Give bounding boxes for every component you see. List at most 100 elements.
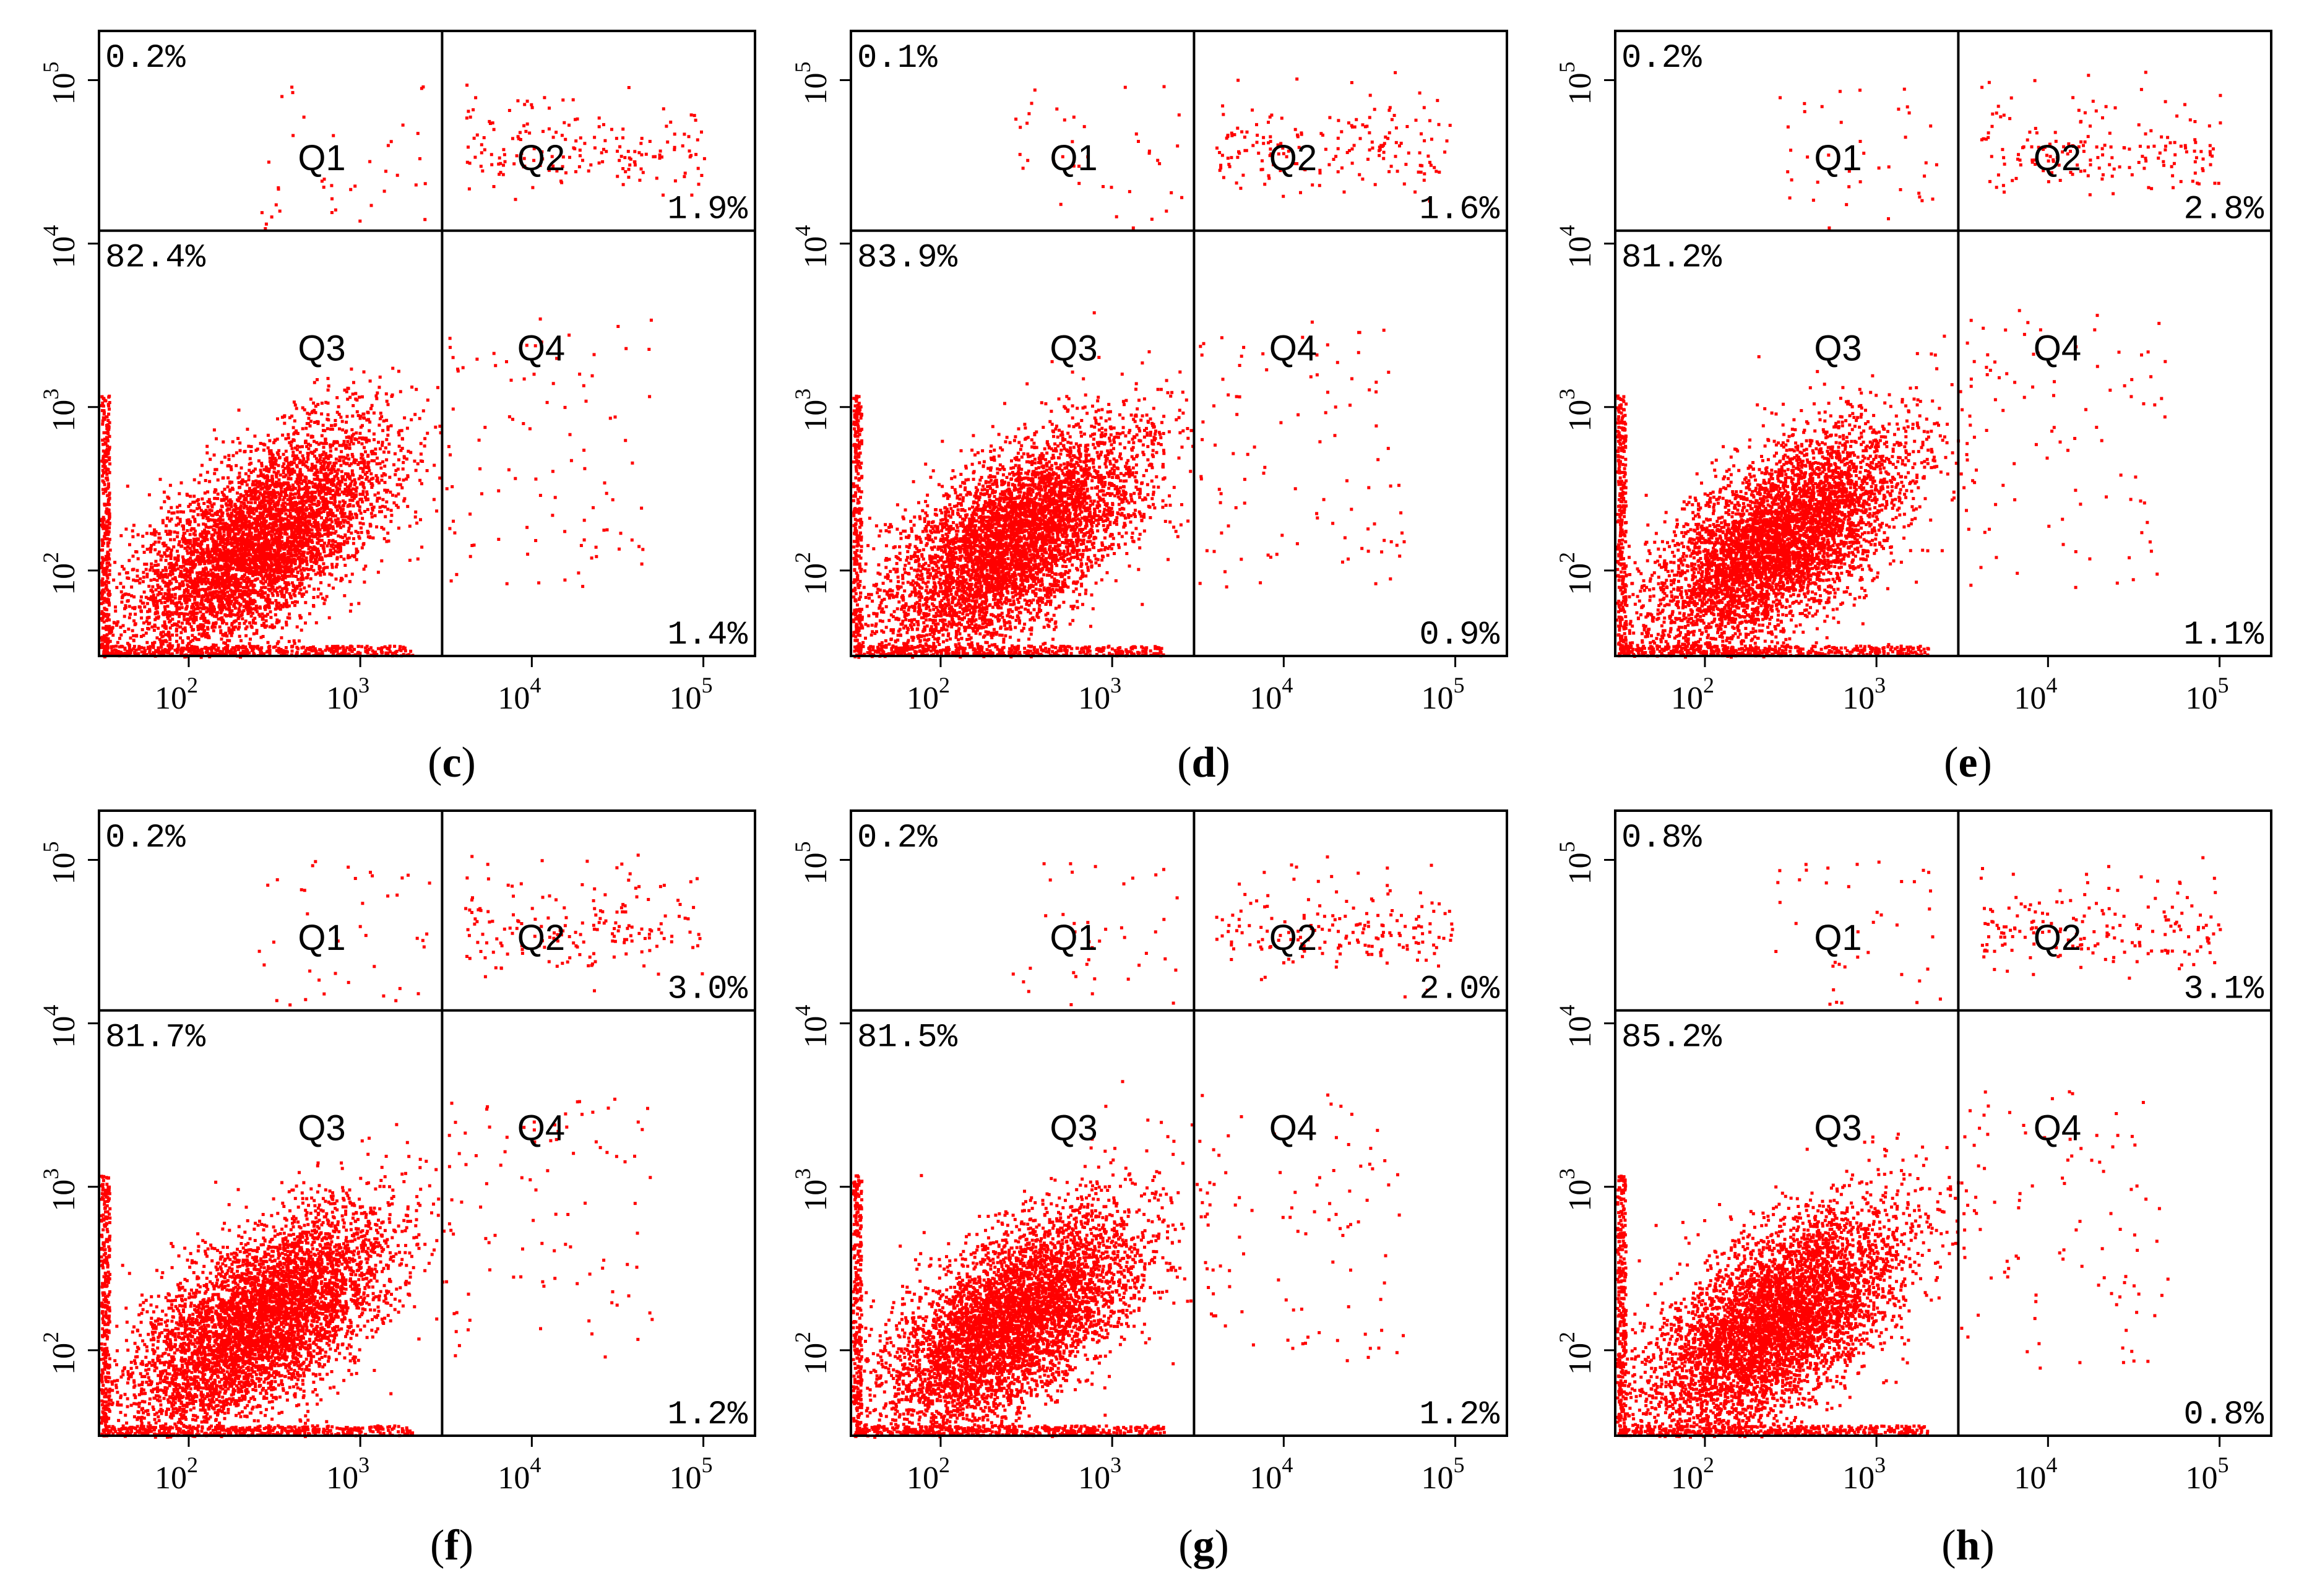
y-tick-label: 105: [38, 842, 82, 885]
quadrant-label-q1: Q1: [1814, 918, 1862, 958]
q4-percent: 0.9%: [1419, 616, 1499, 654]
y-tick-label: 104: [1555, 225, 1598, 269]
x-tick-label: 105: [670, 673, 713, 716]
x-tick-label: 105: [670, 1452, 713, 1496]
x-tick-label: 104: [1249, 673, 1293, 716]
panel-d: 102 103 104 105 102 103 104 105 0.1% 1.6% 83.9% 0.9…: [790, 30, 1508, 787]
quadrant-label-q2: Q2: [1269, 918, 1317, 958]
q1-percent: 0.2%: [1621, 40, 1702, 77]
y-tick-label: 103: [38, 389, 82, 432]
panel-h: 102 103 104 105 102 103 104 105 0.8% 3.1% 85.2% 0.8…: [1555, 809, 2272, 1569]
x-tick-label: 105: [2186, 673, 2229, 716]
panel-label: (c): [428, 739, 476, 787]
panel-label: (g): [1178, 1522, 1229, 1569]
x-tick-label: 103: [1842, 673, 1886, 716]
quadrant-label-q3: Q3: [298, 1108, 345, 1149]
quadrant-label-q2: Q2: [517, 138, 565, 178]
panel-f: 102 103 104 105 102 103 104 105 0.2% 3.0% 81.7% 1.2…: [38, 809, 756, 1569]
panel-label: (e): [1944, 739, 1992, 787]
x-tick-label: 102: [155, 1452, 198, 1496]
quadrant-label-q3: Q3: [298, 329, 345, 369]
x-tick-label: 104: [2014, 673, 2057, 716]
y-tick-label: 104: [38, 225, 82, 269]
x-tick-label: 105: [2186, 1452, 2229, 1496]
quadrant-label-q4: Q4: [2034, 1108, 2081, 1149]
q2-percent: 1.9%: [667, 191, 748, 229]
plot-frame: [850, 30, 1508, 657]
quadrant-label-q1: Q1: [1814, 138, 1862, 178]
y-tick-label: 102: [38, 1332, 82, 1375]
y-tick-label: 103: [790, 389, 834, 432]
q1-percent: 0.2%: [105, 40, 186, 77]
data-points: [1615, 71, 2222, 659]
x-tick-label: 104: [498, 673, 541, 716]
q2-percent: 3.1%: [2183, 971, 2264, 1009]
q3-percent: 82.4%: [105, 239, 206, 277]
data-points: [99, 853, 704, 1439]
x-tick-label: 104: [498, 1452, 541, 1496]
y-tick-label: 102: [790, 1332, 834, 1375]
y-tick-label: 105: [1555, 842, 1598, 885]
q3-percent: 81.2%: [1621, 239, 1722, 277]
plot-frame: [98, 30, 756, 657]
plot-frame: [1614, 30, 2272, 657]
quadrant-label-q4: Q4: [517, 329, 565, 369]
q3-percent: 85.2%: [1621, 1019, 1722, 1057]
q4-percent: 1.1%: [2183, 616, 2264, 654]
y-tick-label: 104: [790, 1005, 834, 1048]
y-tick-label: 104: [790, 225, 834, 269]
quadrant-label-q4: Q4: [2034, 329, 2081, 369]
x-tick-label: 102: [155, 673, 198, 716]
y-tick-label: 104: [38, 1005, 82, 1048]
y-tick-label: 105: [790, 842, 834, 885]
quadrant-label-q3: Q3: [1050, 1108, 1097, 1149]
x-tick-label: 105: [1422, 1452, 1465, 1496]
q1-percent: 0.8%: [1621, 819, 1702, 857]
q3-percent: 83.9%: [857, 239, 958, 277]
y-tick-label: 105: [38, 62, 82, 105]
q4-percent: 1.2%: [667, 1396, 748, 1434]
y-tick-label: 103: [790, 1168, 834, 1212]
quadrant-label-q4: Q4: [1269, 329, 1317, 369]
q3-percent: 81.7%: [105, 1019, 206, 1057]
quadrant-label-q1: Q1: [298, 918, 345, 958]
q4-percent: 1.4%: [667, 616, 748, 654]
q4-percent: 0.8%: [2183, 1396, 2264, 1434]
y-tick-label: 105: [1555, 62, 1598, 105]
quadrant-label-q4: Q4: [517, 1108, 565, 1149]
quadrant-label-q1: Q1: [298, 138, 345, 178]
x-tick-label: 103: [326, 1452, 369, 1496]
panel-c: 102 103 104 105 102 103 104 105 0.2% 1.9% 82.4% 1.4…: [38, 30, 756, 787]
x-tick-label: 103: [326, 673, 369, 716]
quadrant-label-q3: Q3: [1814, 1108, 1862, 1149]
x-tick-label: 103: [1842, 1452, 1886, 1496]
data-points: [1616, 856, 2222, 1439]
y-tick-label: 102: [38, 552, 82, 595]
q2-percent: 3.0%: [667, 971, 748, 1009]
q3-percent: 81.5%: [857, 1019, 958, 1057]
panel-g: 102 103 104 105 102 103 104 105 0.2% 2.0% 81.5% 1.2…: [790, 809, 1508, 1569]
x-tick-label: 102: [907, 673, 950, 716]
quadrant-label-q3: Q3: [1050, 329, 1097, 369]
y-tick-label: 102: [1555, 1332, 1598, 1375]
x-tick-label: 104: [2014, 1452, 2057, 1496]
quadrant-label-q1: Q1: [1050, 918, 1097, 958]
x-tick-label: 102: [1671, 673, 1714, 716]
plot-frame: [98, 809, 756, 1437]
quadrant-label-q2: Q2: [2034, 918, 2081, 958]
panel-label: (d): [1177, 739, 1230, 787]
x-tick-label: 105: [1422, 673, 1465, 716]
q1-percent: 0.2%: [857, 819, 938, 857]
q1-percent: 0.1%: [857, 40, 938, 77]
data-points: [852, 71, 1452, 659]
y-tick-label: 102: [1555, 552, 1598, 595]
y-tick-label: 102: [790, 552, 834, 595]
y-tick-label: 103: [38, 1168, 82, 1212]
plot-frame: [1614, 809, 2272, 1437]
q1-percent: 0.2%: [105, 819, 186, 857]
quadrant-label-q2: Q2: [517, 918, 565, 958]
y-tick-label: 103: [1555, 389, 1598, 432]
x-tick-label: 103: [1078, 1452, 1121, 1496]
quadrant-label-q3: Q3: [1814, 329, 1862, 369]
x-tick-label: 103: [1078, 673, 1121, 716]
